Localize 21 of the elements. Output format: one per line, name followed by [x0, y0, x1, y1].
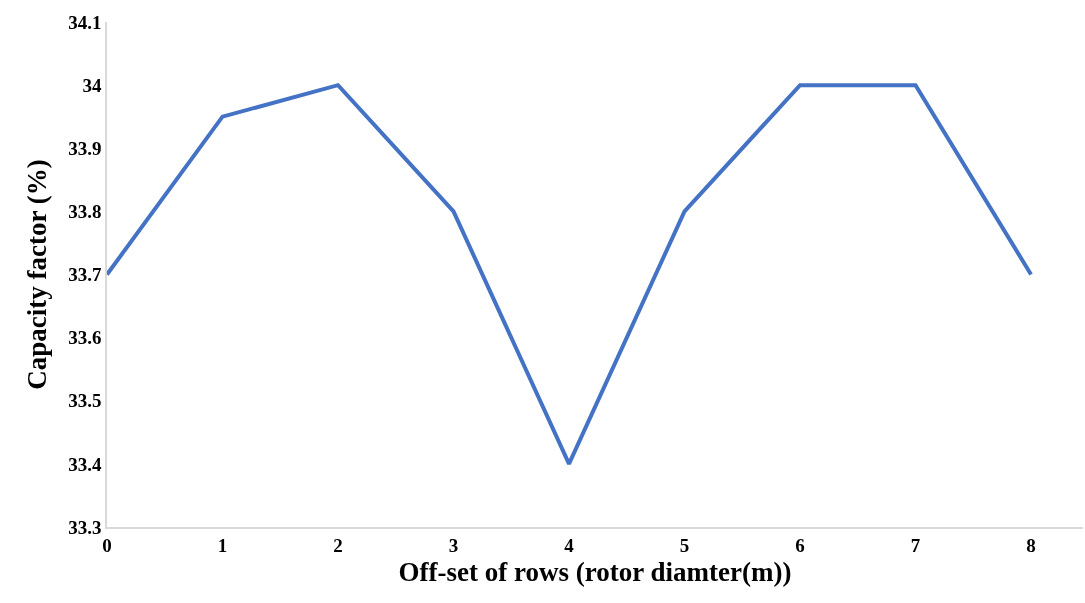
y-axis-title: Capacity factor (%): [21, 159, 52, 390]
x-tick-label: 0: [102, 534, 112, 556]
y-tick-label: 33.3: [68, 516, 102, 538]
y-tick-label: 33.6: [68, 327, 102, 349]
x-tick-label: 6: [795, 534, 805, 556]
y-tick-label: 34: [82, 74, 102, 96]
x-tick-label: 7: [910, 534, 921, 556]
x-tick-label: 8: [1026, 534, 1036, 556]
x-tick-label: 2: [333, 534, 343, 556]
y-tick-label: 33.7: [68, 264, 102, 286]
y-tick-label: 33.5: [68, 390, 102, 412]
y-tick-label: 33.8: [68, 201, 102, 223]
line-series: [107, 83, 1034, 466]
y-tick-label: 33.4: [68, 453, 102, 475]
x-axis-title: Off-set of rows (rotor diamter(m)): [398, 557, 792, 588]
y-tick-label: 33.9: [68, 137, 102, 159]
x-tick-label: 1: [217, 534, 228, 556]
x-tick-label: 3: [448, 534, 459, 556]
x-tick-label: 5: [679, 534, 690, 556]
y-tick-label: 34.1: [68, 11, 102, 33]
x-tick-label: 4: [564, 534, 575, 556]
